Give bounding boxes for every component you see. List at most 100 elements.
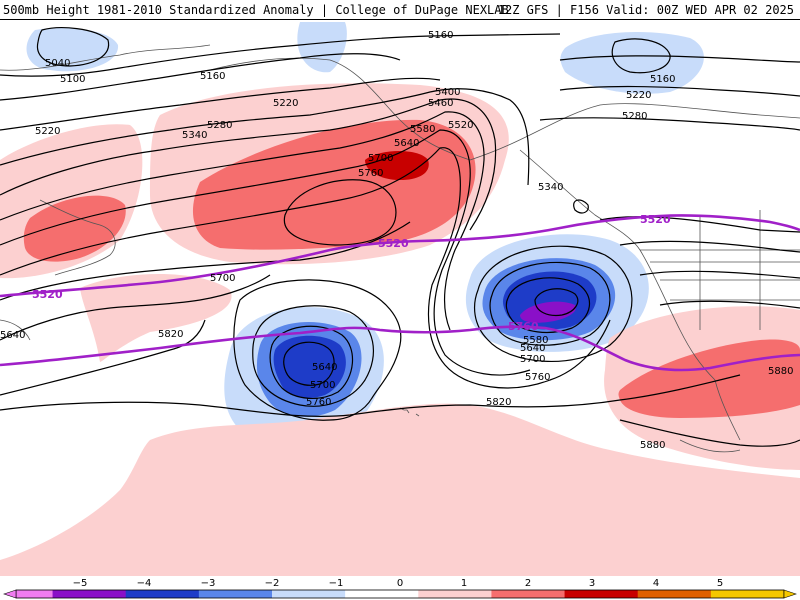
contour-label: 5040 [45, 58, 70, 69]
contour-label: 5880 [768, 366, 793, 377]
colorbar-max-arrow [783, 589, 797, 599]
colorbar-bin [491, 590, 529, 598]
valid-time: 12Z GFS | F156 Valid: 00Z WED APR 02 202… [497, 3, 794, 17]
height-contour [619, 240, 800, 253]
height-contour [659, 300, 800, 309]
contour-label: 5820 [158, 329, 183, 340]
contour-label: 5700 [520, 354, 545, 365]
contour-label: 5880 [640, 440, 665, 451]
contour-label: 5760 [358, 168, 383, 179]
colorbar-bin [710, 590, 748, 598]
height-contour [0, 129, 531, 376]
negative-anomaly-shading [26, 22, 704, 448]
anomaly-area [560, 32, 704, 94]
contour-label: 5220 [273, 98, 298, 109]
contour-label: 5220 [626, 90, 651, 101]
height-contour [0, 88, 530, 186]
contour-label: 5820 [486, 397, 511, 408]
colorbar-tick-label: −5 [73, 578, 88, 589]
contour-label: 5160 [200, 71, 225, 82]
colorbar-bin [454, 590, 492, 598]
contour-label: 5340 [538, 182, 563, 193]
contour-label: 5640 [520, 343, 545, 354]
colorbar-bin [674, 590, 712, 598]
anomaly-area [0, 403, 800, 576]
colorbar-bin [89, 590, 127, 598]
height-contour [252, 305, 374, 407]
height-contour [269, 325, 354, 399]
colorbar-bins [3, 589, 797, 599]
highlight-label: 5760 [508, 320, 539, 333]
height-contour [573, 199, 589, 214]
colorbar-bin [418, 590, 456, 598]
colorbar-tick-label: −1 [329, 578, 344, 589]
colorbar-tick-label: −3 [201, 578, 216, 589]
highlight-contours [0, 214, 800, 372]
colorbar-bin [272, 590, 310, 598]
colorbar-bin [162, 590, 200, 598]
colorbar-tick-labels: −5 −4 −3 −2 −1 0 1 2 3 4 5 [73, 578, 724, 589]
height-contour [0, 111, 485, 331]
colorbar-bin [747, 590, 785, 598]
contour-label: 5700 [210, 273, 235, 284]
colorbar-bin [564, 590, 602, 598]
highlight-label: 5520 [640, 213, 671, 226]
contour-labels: 5040 5100 5160 5160 5160 5220 5220 5220 … [0, 30, 793, 451]
contour-label: 5640 [312, 362, 337, 373]
height-contour [534, 288, 579, 317]
contour-label: 5520 [448, 120, 473, 131]
contour-label: 5640 [394, 138, 419, 149]
contour-label: 5760 [525, 372, 550, 383]
title-bar: 500mb Height 1981-2010 Standardized Anom… [0, 0, 800, 20]
contour-label: 5640 [0, 330, 25, 341]
colorbar-bin [125, 590, 163, 598]
colorbar-tick-label: −4 [137, 578, 152, 589]
contour-label: 5160 [428, 30, 453, 41]
height-contour [283, 179, 397, 246]
colorbar-tick-label: 0 [397, 578, 403, 589]
highlight-contour-5760 [0, 325, 800, 372]
contour-label: 5760 [306, 397, 331, 408]
height-contour [639, 270, 800, 279]
colorbar-min-arrow [3, 589, 17, 599]
height-contour [473, 245, 633, 362]
colorbar-tick-label: 2 [525, 578, 531, 589]
anomaly-area [80, 274, 232, 362]
contour-label: 5280 [207, 120, 232, 131]
colorbar-bin [345, 590, 383, 598]
height-contour [0, 374, 741, 417]
colorbar-bin [52, 590, 90, 598]
height-contour [0, 77, 441, 131]
colorbar-bin [198, 590, 236, 598]
height-contour [0, 319, 206, 396]
height-contour [505, 277, 591, 333]
colorbar-tick-label: 4 [653, 578, 659, 589]
contour-label: 5100 [60, 74, 85, 85]
height-contour [559, 86, 800, 97]
anomaly-colorbar: −5 −4 −3 −2 −1 0 1 2 3 4 5 [0, 576, 800, 600]
height-contour [0, 221, 411, 301]
colorbar-tick-label: 1 [461, 578, 467, 589]
anomaly-area [520, 301, 576, 323]
colorbar-bin [528, 590, 566, 598]
height-contour [283, 341, 335, 386]
height-contour [619, 419, 800, 447]
contour-label: 5460 [428, 98, 453, 109]
colorbar-bin [601, 590, 639, 598]
colorbar-bin [381, 590, 419, 598]
colorbar-bin [235, 590, 273, 598]
contour-label: 5160 [650, 74, 675, 85]
anomaly-area [273, 335, 346, 398]
colorbar-bin [637, 590, 675, 598]
contour-label: 5280 [622, 111, 647, 122]
highlight-label: 5520 [378, 237, 409, 250]
highlight-contour-5520 [0, 214, 800, 298]
contour-label: 5220 [35, 126, 60, 137]
colorbar-bin [308, 590, 346, 598]
height-contour [0, 274, 271, 341]
highlight-label: 5520 [32, 288, 63, 301]
height-contour [36, 27, 110, 67]
highlight-contour-labels: 5520 5520 5520 5760 [32, 213, 671, 333]
contour-label: 5700 [368, 153, 393, 164]
